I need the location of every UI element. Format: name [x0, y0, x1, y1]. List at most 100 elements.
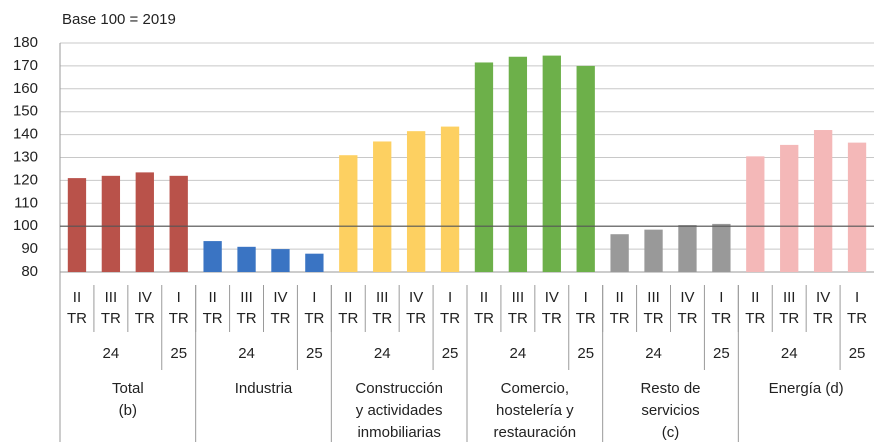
bar [780, 144, 799, 272]
x-tick-label: II [615, 289, 623, 306]
group-label: Comercio, [501, 380, 569, 397]
year-label: 24 [510, 345, 527, 362]
x-tick-label: III [647, 289, 660, 306]
x-tick-label: TR [474, 310, 494, 327]
group-label: inmobiliarias [357, 424, 440, 441]
x-tick-label: III [240, 289, 253, 306]
group-label: (c) [662, 424, 680, 441]
x-tick-label: TR [440, 310, 460, 327]
bar [67, 178, 87, 272]
group-label: restauración [494, 424, 577, 441]
bar [406, 131, 426, 272]
x-tick-label: TR [847, 310, 867, 327]
bar [712, 223, 731, 272]
x-tick-label: III [512, 289, 525, 306]
year-label: 25 [849, 345, 866, 362]
x-tick-label: TR [135, 310, 155, 327]
bar [203, 241, 222, 272]
x-tick-label: II [208, 289, 216, 306]
bar [169, 175, 188, 272]
x-tick-label: TR [576, 310, 596, 327]
x-tick-label: II [73, 289, 81, 306]
x-tick-label: I [448, 289, 452, 306]
year-label: 24 [103, 345, 120, 362]
bar [746, 156, 765, 272]
x-tick-label: TR [677, 310, 697, 327]
x-tick-label: I [312, 289, 316, 306]
x-tick-label: II [751, 289, 759, 306]
year-label: 24 [238, 345, 255, 362]
x-tick-label: II [480, 289, 488, 306]
x-tick-label: TR [338, 310, 358, 327]
x-tick-label: TR [779, 310, 799, 327]
bar [373, 141, 392, 272]
year-label: 24 [645, 345, 662, 362]
group-label: servicios [641, 402, 699, 419]
x-tick-label: I [177, 289, 181, 306]
x-tick-label: TR [406, 310, 426, 327]
y-tick-label: 120 [13, 171, 38, 188]
group-label: Construcción [355, 380, 443, 397]
group-label: y actividades [356, 402, 443, 419]
x-tick-label: III [783, 289, 796, 306]
y-tick-label: 130 [13, 148, 38, 165]
bar [101, 175, 121, 272]
x-tick-label: IV [138, 289, 152, 306]
y-tick-label: 100 [13, 217, 38, 234]
x-tick-label: TR [508, 310, 528, 327]
year-label: 25 [306, 345, 323, 362]
y-tick-label: 110 [14, 194, 38, 211]
y-tick-label: 140 [13, 126, 38, 143]
x-tick-label: III [376, 289, 389, 306]
x-tick-label: II [344, 289, 352, 306]
year-label: 24 [374, 345, 391, 362]
x-tick-label: TR [67, 310, 87, 327]
chart-subtitle: Base 100 = 2019 [62, 11, 176, 28]
x-tick-label: IV [273, 289, 287, 306]
y-tick-label: 80 [21, 263, 38, 280]
year-label: 25 [577, 345, 594, 362]
x-tick-label: I [584, 289, 588, 306]
year-label: 25 [170, 345, 187, 362]
x-tick-label: IV [409, 289, 423, 306]
bar [271, 249, 290, 272]
y-tick-label: 90 [21, 240, 38, 257]
x-tick-label: IV [680, 289, 694, 306]
x-tick-label: TR [203, 310, 223, 327]
group-label: hostelería y [496, 402, 574, 419]
group-label: Industria [235, 380, 293, 397]
x-tick-label: TR [610, 310, 630, 327]
x-tick-label: TR [644, 310, 664, 327]
year-label: 25 [713, 345, 730, 362]
x-tick-label: TR [745, 310, 765, 327]
bar [644, 229, 663, 272]
y-tick-label: 160 [13, 80, 38, 97]
group-label: (b) [119, 402, 137, 419]
x-tick-label: IV [816, 289, 830, 306]
year-label: 25 [442, 345, 459, 362]
bar [339, 155, 358, 272]
x-tick-label: TR [304, 310, 324, 327]
group-label: Energía (d) [769, 380, 844, 397]
bar [813, 130, 833, 272]
bar [847, 142, 867, 272]
bar [474, 62, 494, 273]
x-tick-label: TR [813, 310, 833, 327]
x-tick-label: III [105, 289, 118, 306]
bar [135, 172, 154, 272]
y-tick-label: 150 [13, 103, 38, 120]
x-tick-label: TR [711, 310, 731, 327]
group-label: Total [112, 380, 144, 397]
bar [237, 246, 256, 272]
bar [678, 225, 697, 272]
group-label: Resto de [640, 380, 700, 397]
bar [305, 253, 324, 272]
bar [508, 56, 528, 272]
x-tick-label: TR [101, 310, 121, 327]
x-tick-label: I [719, 289, 723, 306]
y-tick-label: 170 [13, 57, 38, 74]
x-tick-label: I [855, 289, 859, 306]
bar [440, 126, 460, 273]
y-tick-label: 180 [13, 34, 38, 51]
